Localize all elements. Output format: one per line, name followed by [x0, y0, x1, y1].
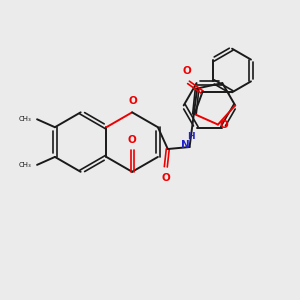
Text: H: H — [187, 132, 194, 141]
Text: O: O — [182, 66, 191, 76]
Text: O: O — [161, 173, 170, 183]
Text: CH₃: CH₃ — [18, 162, 31, 168]
Text: O: O — [220, 120, 228, 130]
Text: CH₃: CH₃ — [18, 116, 31, 122]
Text: O: O — [129, 96, 137, 106]
Text: N: N — [181, 140, 190, 150]
Text: O: O — [128, 135, 136, 145]
